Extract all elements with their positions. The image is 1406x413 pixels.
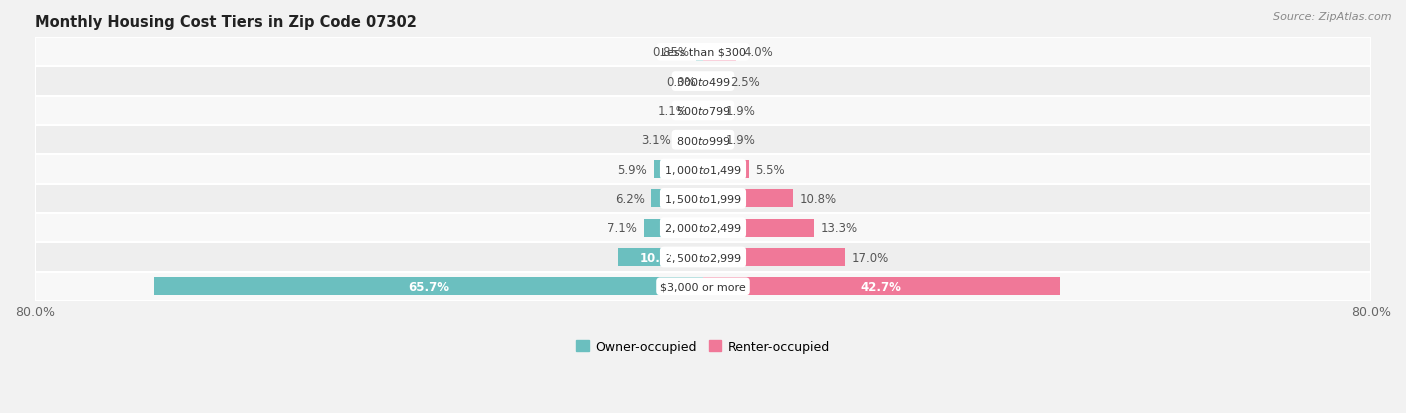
Text: $300 to $499: $300 to $499 [675, 76, 731, 88]
Bar [35, 184, 1371, 214]
Bar [703, 278, 1060, 296]
Text: $500 to $799: $500 to $799 [675, 105, 731, 117]
Bar [703, 131, 718, 150]
Text: 1.9%: 1.9% [725, 134, 755, 147]
Text: 2.5%: 2.5% [731, 76, 761, 88]
Text: 1.9%: 1.9% [725, 104, 755, 118]
Text: $2,000 to $2,499: $2,000 to $2,499 [664, 222, 742, 235]
Bar [678, 131, 703, 150]
Text: 4.0%: 4.0% [744, 46, 773, 59]
Text: 0.85%: 0.85% [652, 46, 689, 59]
Text: 7.1%: 7.1% [607, 222, 637, 235]
Text: $1,000 to $1,499: $1,000 to $1,499 [664, 163, 742, 176]
Bar [644, 219, 703, 237]
Text: 0.0%: 0.0% [666, 76, 696, 88]
Bar [693, 102, 703, 120]
Text: 3.1%: 3.1% [641, 134, 671, 147]
Text: 17.0%: 17.0% [852, 251, 889, 264]
Bar [35, 67, 1371, 97]
Text: 10.8%: 10.8% [800, 192, 837, 205]
Legend: Owner-occupied, Renter-occupied: Owner-occupied, Renter-occupied [576, 340, 830, 353]
Text: $3,000 or more: $3,000 or more [661, 282, 745, 292]
Text: 6.2%: 6.2% [614, 192, 644, 205]
Text: 1.1%: 1.1% [657, 104, 688, 118]
Text: 5.9%: 5.9% [617, 163, 647, 176]
Bar [617, 248, 703, 266]
Bar [703, 248, 845, 266]
Text: $800 to $999: $800 to $999 [675, 134, 731, 146]
Text: 42.7%: 42.7% [860, 280, 901, 293]
Bar [35, 97, 1371, 126]
Bar [35, 272, 1371, 301]
Bar [35, 155, 1371, 184]
Bar [651, 190, 703, 208]
Text: $1,500 to $1,999: $1,500 to $1,999 [664, 192, 742, 205]
Bar [696, 44, 703, 62]
Bar [35, 126, 1371, 155]
Text: 10.2%: 10.2% [640, 251, 681, 264]
Bar [155, 278, 703, 296]
Text: 5.5%: 5.5% [755, 163, 785, 176]
Bar [654, 161, 703, 179]
Bar [35, 214, 1371, 243]
Bar [703, 102, 718, 120]
Text: 13.3%: 13.3% [821, 222, 858, 235]
Text: 65.7%: 65.7% [408, 280, 449, 293]
Bar [703, 73, 724, 91]
Text: Less than $300: Less than $300 [661, 47, 745, 58]
Text: $2,500 to $2,999: $2,500 to $2,999 [664, 251, 742, 264]
Text: Monthly Housing Cost Tiers in Zip Code 07302: Monthly Housing Cost Tiers in Zip Code 0… [35, 15, 416, 30]
Bar [703, 190, 793, 208]
Bar [703, 219, 814, 237]
Text: Source: ZipAtlas.com: Source: ZipAtlas.com [1274, 12, 1392, 22]
Bar [703, 44, 737, 62]
Bar [703, 161, 749, 179]
Bar [35, 38, 1371, 67]
Bar [35, 243, 1371, 272]
